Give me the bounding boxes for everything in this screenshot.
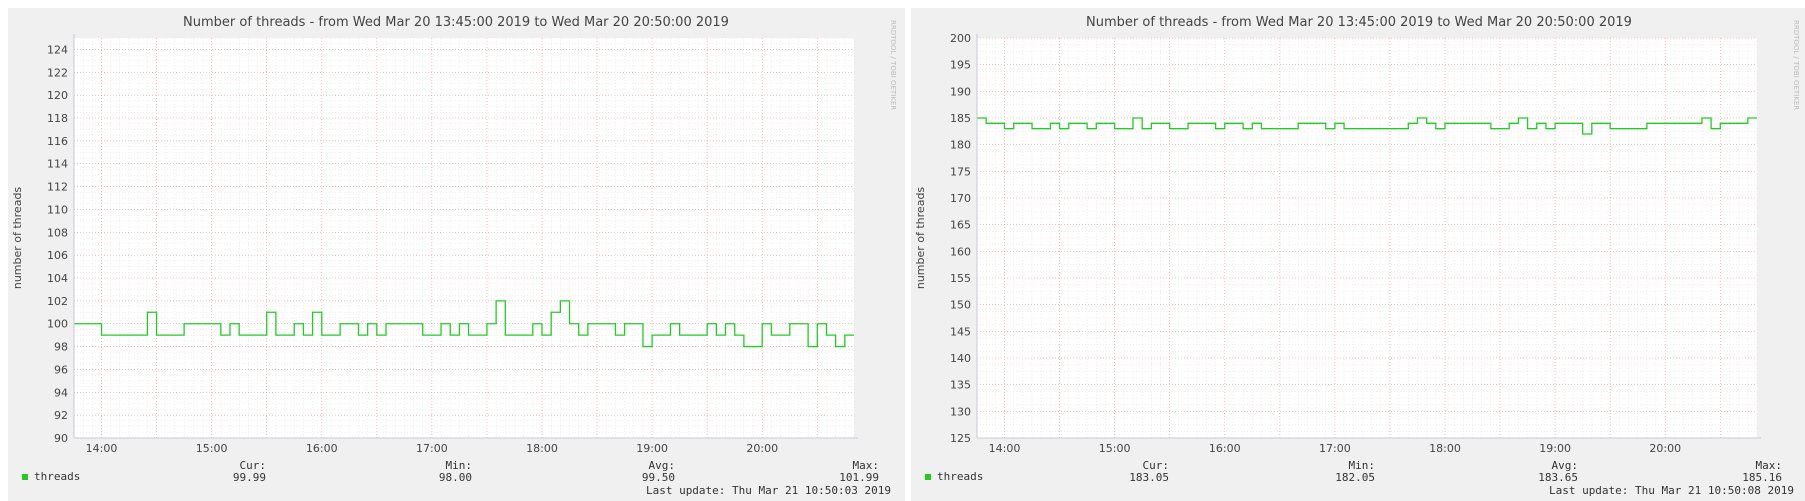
legend-series-name: threads — [34, 470, 80, 483]
y-tick-label: 130 — [950, 405, 971, 418]
y-axis-label: number of threads — [11, 187, 24, 290]
axes: 90 92 94 96 98 100 102 104 106 108 110 112 114 116 118… — [47, 34, 858, 455]
y-tick-label: 114 — [47, 158, 68, 171]
y-tick-label: 190 — [950, 85, 971, 98]
legend-cur-value: 183.05 — [1129, 471, 1169, 484]
x-tick-label: 19:00 — [636, 442, 668, 455]
legend-series-name: threads — [937, 470, 983, 483]
legend-min-value: 98.00 — [439, 471, 472, 484]
legend-min-label: Min: — [1349, 459, 1376, 472]
y-tick-label: 122 — [47, 66, 68, 79]
last-update: Last update: Thu Mar 21 10:50:03 2019 — [646, 484, 891, 497]
x-tick-label: 16:00 — [1209, 442, 1241, 455]
x-tick-label: 20:00 — [1649, 442, 1681, 455]
legend-avg-value: 99.50 — [642, 471, 675, 484]
y-tick-label: 112 — [47, 181, 68, 194]
x-tick-label: 16:00 — [306, 442, 338, 455]
y-tick-label: 165 — [950, 219, 971, 232]
x-tick-label: 17:00 — [1319, 442, 1351, 455]
legend-swatch — [22, 474, 28, 480]
y-tick-label: 170 — [950, 192, 971, 205]
y-tick-label: 94 — [54, 386, 68, 399]
y-tick-label: 125 — [950, 432, 971, 445]
series-line-threads — [74, 300, 854, 348]
y-tick-label: 92 — [54, 409, 68, 422]
legend-max-label: Max: — [853, 459, 880, 472]
legend-max-value: 185.16 — [1742, 471, 1782, 484]
chart-panel-threads-1: 90 92 94 96 98 100 102 104 106 108 110 112 114 116 118… — [8, 8, 905, 501]
legend-swatch — [925, 474, 931, 480]
last-update: Last update: Thu Mar 21 10:50:08 2019 — [1549, 484, 1794, 497]
chart-panel-threads-2: 125 130 135 140 145 150 155 160 165 170 175 180 185 1… — [911, 8, 1805, 501]
legend-min-label: Min: — [446, 459, 473, 472]
y-tick-label: 140 — [950, 352, 971, 365]
y-tick-label: 185 — [950, 112, 971, 125]
y-tick-label: 135 — [950, 379, 971, 392]
y-tick-label: 120 — [47, 89, 68, 102]
legend-min-value: 182.05 — [1335, 471, 1375, 484]
chart-title: Number of threads - from Wed Mar 20 13:4… — [1086, 15, 1632, 30]
y-tick-label: 145 — [950, 325, 971, 338]
y-tick-label: 175 — [950, 165, 971, 178]
y-tick-label: 118 — [47, 112, 68, 125]
x-tick-label: 18:00 — [526, 442, 558, 455]
y-tick-label: 116 — [47, 135, 68, 148]
legend-max-label: Max: — [1756, 459, 1783, 472]
y-tick-label: 100 — [47, 318, 68, 331]
legend-cur-value: 99.99 — [233, 471, 266, 484]
y-tick-label: 108 — [47, 226, 68, 239]
y-tick-label: 160 — [950, 245, 971, 258]
axes: 125 130 135 140 145 150 155 160 165 170 175 180 185 1… — [950, 32, 1761, 455]
y-tick-label: 96 — [54, 363, 68, 376]
x-tick-label: 14:00 — [86, 442, 118, 455]
legend-max-value: 101.99 — [839, 471, 879, 484]
chart-svg: 125 130 135 140 145 150 155 160 165 170 175 180 185 1… — [914, 15, 1800, 497]
gridlines — [976, 37, 1758, 439]
series-line-threads — [977, 117, 1757, 135]
series-layer — [977, 117, 1757, 135]
y-tick-label: 150 — [950, 299, 971, 312]
y-tick-label: 102 — [47, 295, 68, 308]
watermark-text: RRDTOOL / TOBI OETIKER — [1792, 20, 1800, 110]
y-tick-label: 200 — [950, 32, 971, 45]
y-tick-label: 106 — [47, 249, 68, 262]
gridlines — [73, 37, 855, 439]
x-tick-label: 15:00 — [1099, 442, 1131, 455]
legend-cur-label: Cur: — [240, 459, 267, 472]
chart-title: Number of threads - from Wed Mar 20 13:4… — [183, 15, 729, 30]
x-tick-label: 17:00 — [416, 442, 448, 455]
legend-cur-label: Cur: — [1143, 459, 1170, 472]
chart-svg: 90 92 94 96 98 100 102 104 106 108 110 112 114 116 118… — [11, 15, 897, 497]
y-tick-label: 155 — [950, 272, 971, 285]
y-tick-label: 195 — [950, 59, 971, 72]
series-layer — [74, 300, 854, 348]
y-tick-label: 90 — [54, 432, 68, 445]
y-tick-label: 180 — [950, 139, 971, 152]
y-tick-label: 98 — [54, 341, 68, 354]
x-tick-label: 19:00 — [1539, 442, 1571, 455]
y-tick-label: 124 — [47, 43, 68, 56]
y-tick-label: 110 — [47, 203, 68, 216]
watermark-text: RRDTOOL / TOBI OETIKER — [889, 20, 897, 110]
x-tick-label: 15:00 — [196, 442, 228, 455]
x-tick-label: 18:00 — [1429, 442, 1461, 455]
legend-avg-label: Avg: — [1552, 459, 1579, 472]
legend-avg-value: 183.65 — [1538, 471, 1578, 484]
x-tick-label: 14:00 — [989, 442, 1021, 455]
y-tick-label: 104 — [47, 272, 68, 285]
y-axis-label: number of threads — [914, 187, 927, 290]
legend-avg-label: Avg: — [649, 459, 676, 472]
x-tick-label: 20:00 — [746, 442, 778, 455]
